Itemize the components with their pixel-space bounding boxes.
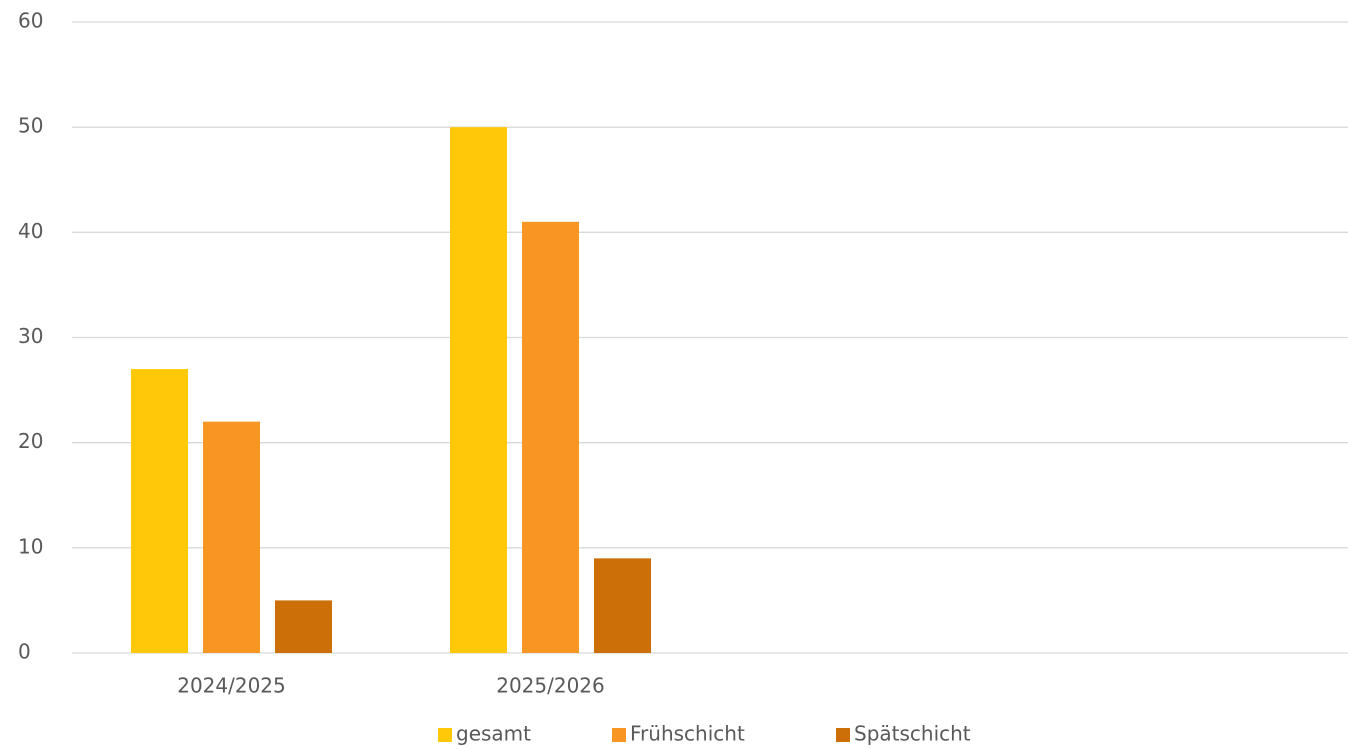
bar <box>522 221 579 654</box>
legend-swatch <box>612 728 626 742</box>
y-tick-label: 60 <box>18 9 43 33</box>
legend-label: Spätschicht <box>854 722 971 746</box>
x-tick-label: 2024/2025 <box>177 674 286 698</box>
legend-label: Frühschicht <box>630 722 745 746</box>
bar <box>131 369 188 653</box>
bar <box>450 127 507 653</box>
y-tick-label: 0 <box>18 640 31 664</box>
y-tick-label: 40 <box>18 219 43 243</box>
y-tick-label: 50 <box>18 114 43 138</box>
legend-swatch <box>438 728 452 742</box>
y-tick-label: 20 <box>18 429 43 453</box>
bar <box>275 600 332 653</box>
legend-label: gesamt <box>456 722 531 746</box>
bar <box>203 421 260 653</box>
legend-swatch <box>836 728 850 742</box>
y-tick-label: 30 <box>18 324 43 348</box>
y-tick-label: 10 <box>18 534 43 558</box>
bar <box>594 558 651 653</box>
x-tick-label: 2025/2026 <box>496 674 605 698</box>
